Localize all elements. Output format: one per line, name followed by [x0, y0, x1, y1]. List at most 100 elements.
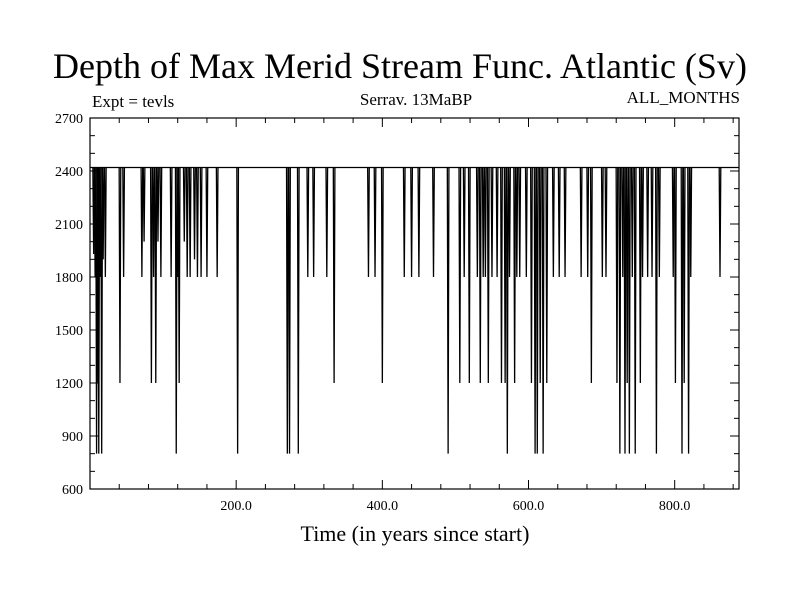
series-dip — [657, 167, 661, 278]
x-axis-label: Time (in years since start) — [300, 521, 530, 546]
subtitle-label: Serrav. 13MaBP — [359, 90, 473, 109]
series-dip — [215, 167, 219, 278]
series-dip — [205, 167, 209, 278]
series-dip — [402, 167, 406, 278]
series-dip — [618, 167, 622, 454]
series-dip — [586, 167, 590, 278]
series-dip — [97, 167, 101, 454]
series-dip — [682, 167, 686, 384]
series-dip — [518, 167, 522, 278]
series-dip — [508, 167, 511, 278]
series-dip — [600, 167, 604, 278]
series-dip — [432, 167, 435, 278]
series-dip — [641, 167, 644, 278]
experiment-label: Expt = tevls — [92, 92, 175, 111]
series-dip — [627, 167, 631, 454]
series-dip — [557, 167, 561, 278]
series-dip — [195, 167, 199, 278]
series-dip — [373, 167, 377, 278]
series-dip — [156, 167, 160, 242]
series-dip — [118, 167, 122, 384]
series-dip — [579, 167, 583, 278]
series-dip — [529, 167, 533, 384]
y-tick-label: 1800 — [55, 271, 83, 286]
series-dip — [103, 167, 107, 278]
series-dip — [142, 167, 146, 242]
series-dip — [524, 167, 528, 278]
series-dip — [500, 167, 503, 384]
x-tick-label: 600.0 — [513, 499, 545, 514]
series-dip — [154, 167, 158, 384]
series-dip — [410, 167, 414, 278]
series-dip — [199, 167, 203, 278]
series-dip — [513, 167, 517, 384]
x-tick-labels: 200.0 400.0 600.0 800.0 — [220, 499, 690, 514]
series-dip — [551, 167, 555, 278]
series-dip — [646, 167, 650, 278]
series-dip — [589, 167, 593, 384]
series-dip — [188, 167, 192, 278]
series-dip — [687, 167, 691, 454]
series-dip — [535, 167, 539, 454]
series-dip — [478, 167, 482, 384]
series-dip — [545, 167, 549, 384]
series-dip — [625, 167, 629, 384]
series-dip — [174, 167, 178, 454]
series-dip — [285, 167, 289, 454]
series-dip — [169, 167, 173, 278]
y-tick-labels: 600 900 1200 1500 1800 2100 2400 2700 — [55, 112, 83, 498]
series-dip — [417, 167, 421, 278]
series-dip — [515, 167, 519, 278]
series-dip — [623, 167, 627, 454]
series-dip — [467, 167, 471, 384]
series-dip — [650, 167, 654, 278]
series-dip — [140, 167, 144, 278]
series-dip — [680, 167, 684, 454]
x-tick-label: 400.0 — [367, 499, 399, 514]
series-dip — [483, 167, 487, 278]
series-dip — [367, 167, 370, 278]
series-dip — [236, 167, 240, 454]
series-dip — [718, 167, 722, 278]
series-dip — [563, 167, 567, 278]
plot-frame — [89, 117, 740, 490]
y-tick-label: 1200 — [55, 377, 83, 392]
series-dip — [332, 167, 336, 384]
y-tick-label: 2400 — [55, 165, 83, 180]
series-dip — [541, 167, 545, 454]
series-dip — [495, 167, 499, 278]
x-tick-label: 200.0 — [220, 499, 252, 514]
y-tick-label: 1500 — [55, 324, 83, 339]
series-dip — [177, 167, 181, 384]
series-dip — [615, 167, 619, 384]
series-dip — [638, 167, 642, 384]
months-label: ALL_MONTHS — [626, 88, 740, 107]
series-dip — [490, 167, 494, 278]
series-dip — [604, 167, 608, 278]
y-tick-label: 600 — [62, 483, 83, 498]
series-dip — [306, 167, 310, 278]
series-dip — [185, 167, 189, 278]
y-tick-label: 2100 — [55, 218, 83, 233]
series-dip — [149, 167, 153, 384]
series-dip — [296, 167, 300, 454]
series-dip — [689, 167, 693, 278]
series-dip — [673, 167, 677, 384]
series-dip — [654, 167, 658, 454]
series-dip — [630, 167, 634, 278]
series-dip — [182, 167, 186, 242]
series-dip — [193, 167, 196, 260]
series-dip — [152, 167, 156, 278]
series-dip — [533, 167, 537, 454]
series-dip — [475, 167, 479, 278]
chart-title: Depth of Max Merid Stream Func. Atlantic… — [53, 46, 747, 86]
series-dip — [159, 167, 163, 278]
series-dip — [462, 167, 466, 278]
series-dip — [505, 167, 509, 454]
series-dip — [325, 167, 329, 278]
x-tick-label: 800.0 — [659, 499, 691, 514]
series-dip — [312, 167, 316, 278]
series-dip — [458, 167, 462, 384]
series-dip — [621, 167, 625, 278]
series-dip — [671, 167, 675, 278]
